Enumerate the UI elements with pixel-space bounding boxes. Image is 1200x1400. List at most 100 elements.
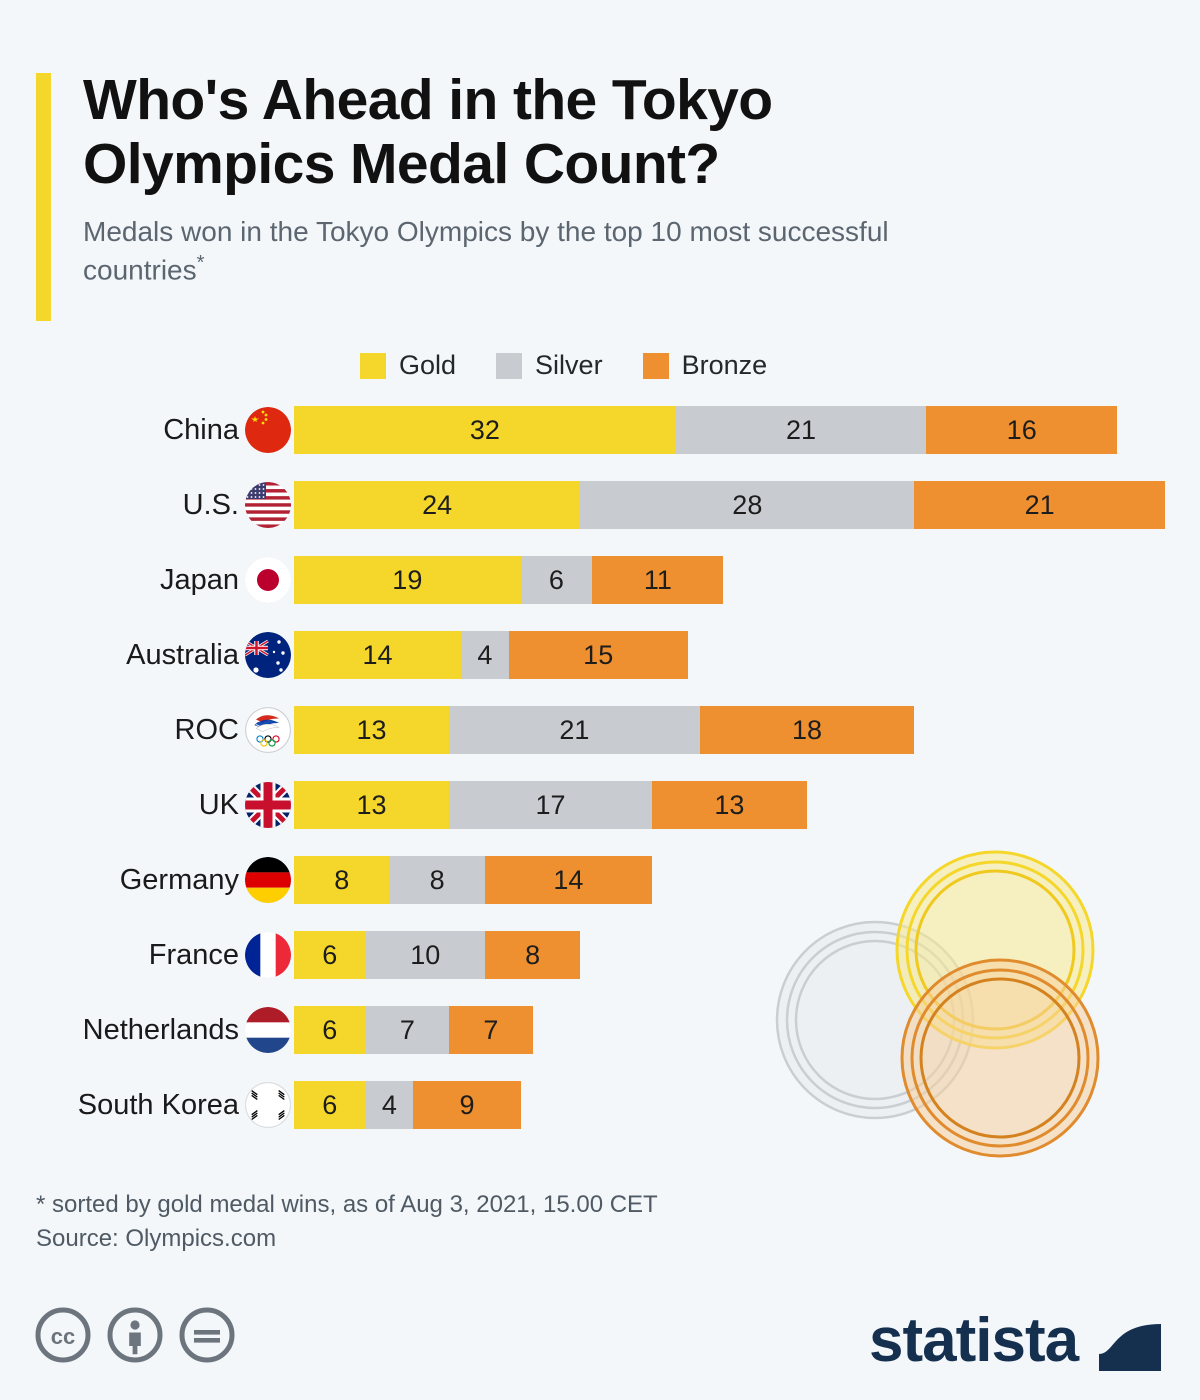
bar-segment-bronze: 15 [508, 631, 688, 679]
page-subtitle: Medals won in the Tokyo Olympics by the … [36, 213, 983, 289]
bar-segment-bronze: 13 [651, 781, 807, 829]
country-label-group: Netherlands [0, 1006, 294, 1054]
header: Who's Ahead in the Tokyo Olympics Medal … [36, 68, 1036, 321]
country-label-group: South Korea [0, 1081, 294, 1129]
statista-wordmark: statista [869, 1307, 1080, 1375]
chart-row: Japan 19 6 11 [0, 556, 1200, 631]
flag-cn-icon [245, 407, 291, 453]
country-name: Japan [159, 563, 239, 596]
bar-segment-silver: 4 [365, 1081, 414, 1129]
bar-segment-silver: 10 [365, 931, 485, 979]
stacked-bar: 24 28 21 [294, 481, 1165, 529]
stacked-bar: 13 21 18 [294, 706, 915, 754]
chart-row: Germany 8 8 14 [0, 856, 1200, 931]
country-label-group: Australia [0, 631, 294, 679]
stacked-bar: 14 4 15 [294, 631, 688, 679]
flag-jp-icon [245, 557, 291, 603]
country-name: China [163, 413, 239, 446]
country-name: France [148, 938, 239, 971]
stacked-bar: 13 17 13 [294, 781, 807, 829]
bar-segment-gold: 32 [294, 406, 676, 454]
cc-icon: cc [34, 1306, 92, 1364]
bar-segment-gold: 6 [294, 1081, 366, 1129]
legend-label: Silver [535, 350, 603, 380]
country-label-group: U.S. [0, 481, 294, 529]
flag-nl-icon [245, 1007, 291, 1053]
bar-segment-gold: 8 [294, 856, 390, 904]
bar-segment-gold: 19 [294, 556, 521, 604]
bar-segment-gold: 14 [294, 631, 462, 679]
bar-segment-silver: 17 [449, 781, 652, 829]
flag-roc-icon [245, 707, 291, 753]
subtitle-asterisk: * [196, 252, 205, 275]
country-label-group: UK [0, 781, 294, 829]
bar-segment-bronze: 9 [413, 1081, 521, 1129]
chart-row: China 32 21 16 [0, 406, 1200, 481]
bar-segment-gold: 6 [294, 1006, 366, 1054]
footer-notes: * sorted by gold medal wins, as of Aug 3… [36, 1188, 658, 1256]
stacked-bar: 19 6 11 [294, 556, 724, 604]
legend-item-bronze: Bronze [642, 350, 768, 380]
country-name: Australia [126, 638, 239, 671]
nd-icon [178, 1306, 236, 1364]
creative-commons-icons: cc [34, 1306, 236, 1364]
bar-segment-gold: 24 [294, 481, 581, 529]
svg-text:cc: cc [51, 1324, 75, 1349]
gold-swatch [360, 352, 386, 379]
country-name: U.S. [182, 488, 239, 521]
bar-segment-gold: 13 [294, 781, 450, 829]
bar-segment-bronze: 18 [699, 706, 915, 754]
chart-row: France 6 10 8 [0, 931, 1200, 1006]
statista-mark [1099, 1315, 1161, 1371]
silver-swatch [496, 352, 523, 379]
legend-item-silver: Silver [496, 352, 603, 379]
footnote: * sorted by gold medal wins, as of Aug 3… [36, 1191, 658, 1218]
flag-de-icon [245, 857, 291, 903]
stacked-bar: 32 21 16 [294, 406, 1118, 454]
bar-segment-silver: 21 [675, 406, 927, 454]
chart-row: South Korea 6 4 9 [0, 1081, 1200, 1156]
flag-au-icon [245, 632, 291, 678]
page-title: Who's Ahead in the Tokyo Olympics Medal … [83, 68, 773, 197]
country-name: Germany [119, 863, 239, 896]
bronze-swatch [642, 352, 669, 379]
bar-segment-silver: 21 [449, 706, 700, 754]
country-name: South Korea [77, 1088, 239, 1121]
chart-row: Australia 14 4 15 [0, 631, 1200, 706]
bar-segment-bronze: 11 [592, 556, 724, 604]
by-icon [106, 1306, 164, 1364]
bar-segment-silver: 28 [580, 481, 915, 529]
bar-segment-bronze: 7 [449, 1006, 533, 1054]
chart-row: Netherlands 6 7 7 [0, 1006, 1200, 1081]
legend-label: Gold [399, 350, 457, 380]
country-label-group: France [0, 931, 294, 979]
bar-segment-silver: 7 [365, 1006, 450, 1054]
country-name: Netherlands [82, 1013, 239, 1046]
country-name: UK [198, 788, 239, 821]
bar-segment-silver: 6 [520, 556, 593, 604]
country-label-group: Japan [0, 556, 294, 604]
chart-row: UK 13 17 13 [0, 781, 1200, 856]
legend-item-gold: Gold [360, 352, 456, 379]
stacked-bar: 6 10 8 [294, 931, 581, 979]
chart-row: U.S. 24 28 21 [0, 481, 1200, 556]
medal-chart: China 32 21 16 U.S. 24 28 21 Japan 19 6 11 Australia… [0, 406, 1200, 1156]
flag-kr-icon [245, 1082, 291, 1128]
chart-legend: Gold Silver Bronze [360, 352, 767, 379]
subtitle-text: Medals won in the Tokyo Olympics by the … [83, 215, 889, 286]
bar-segment-bronze: 21 [914, 481, 1165, 529]
bar-segment-silver: 8 [389, 856, 485, 904]
bar-segment-bronze: 14 [484, 856, 652, 904]
bar-segment-silver: 4 [461, 631, 509, 679]
flag-gb-icon [245, 782, 291, 828]
stacked-bar: 8 8 14 [294, 856, 652, 904]
bar-segment-bronze: 8 [484, 931, 581, 979]
flag-us-icon [245, 482, 291, 528]
legend-label: Bronze [681, 350, 768, 380]
country-label-group: Germany [0, 856, 294, 904]
statista-logo: statista [869, 1307, 1161, 1379]
flag-fr-icon [245, 932, 291, 978]
